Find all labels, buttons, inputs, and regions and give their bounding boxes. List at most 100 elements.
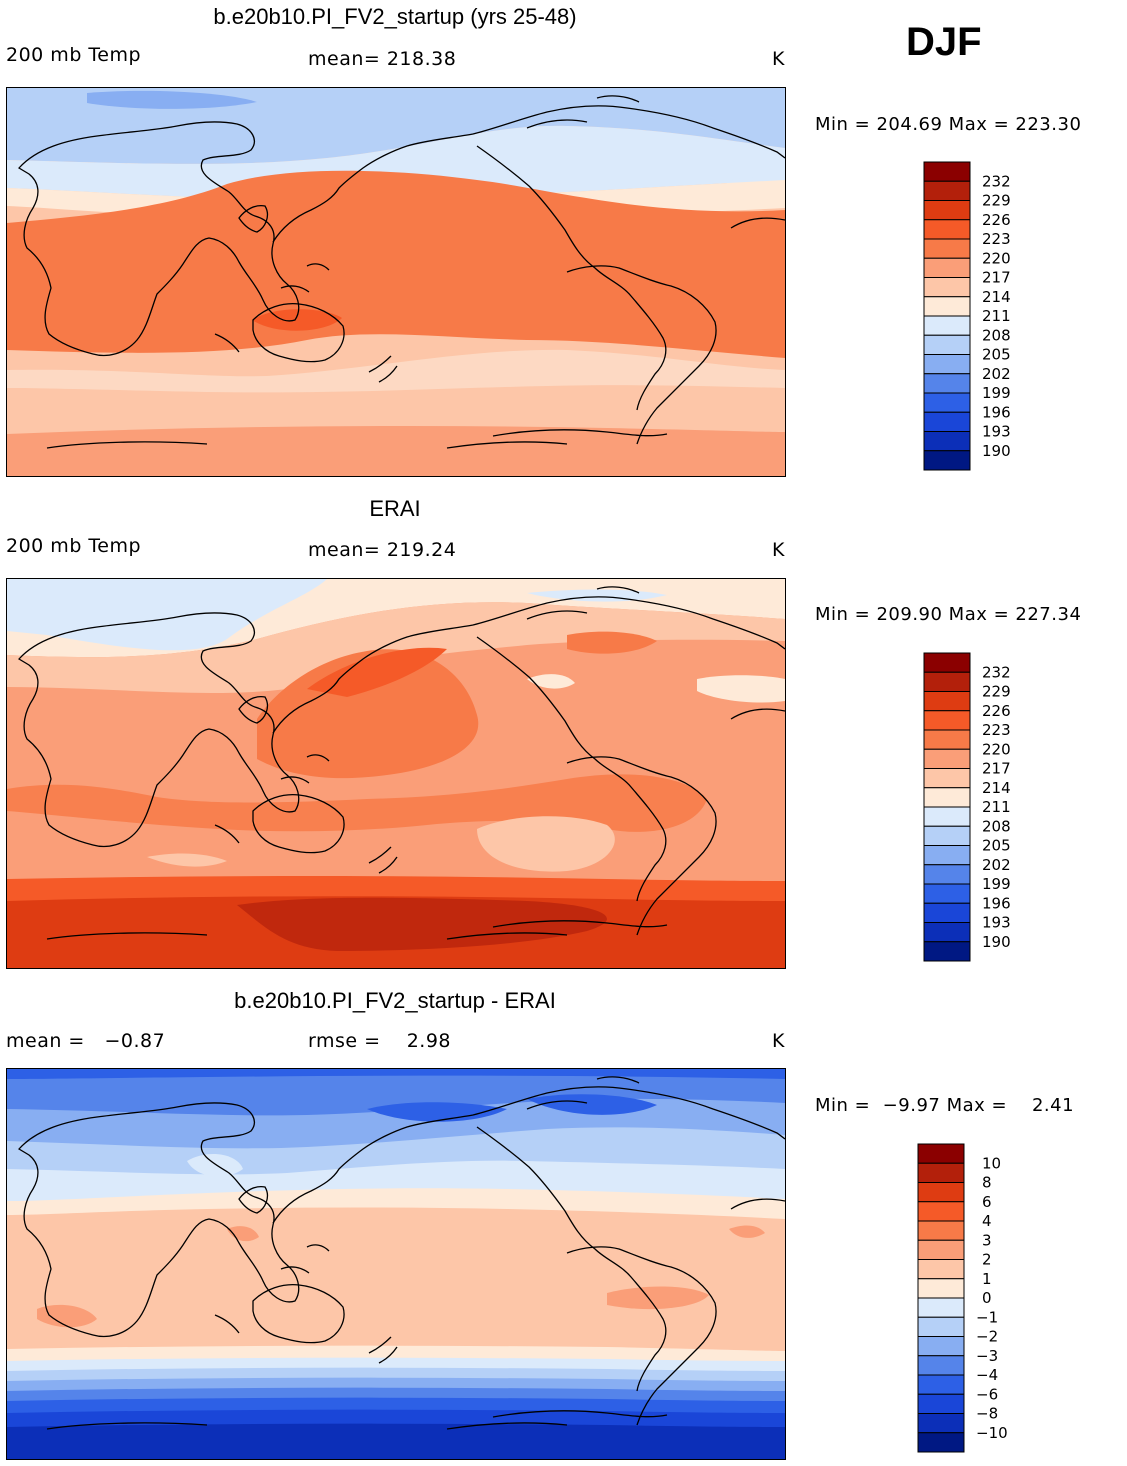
panel1-colorbar-label: 217 (982, 269, 1011, 287)
panel1-minmax: Min = 204.69 Max = 223.30 (815, 114, 1082, 135)
panel2-mean-label: mean= 219.24 (308, 539, 457, 561)
panel3-colorbar-swatch (917, 1278, 965, 1299)
panel2-colorbar-swatch (923, 691, 971, 712)
panel1-colorbar-swatch (923, 180, 971, 201)
panel3-colorbar-swatch (917, 1393, 965, 1414)
panel3-colorbar-swatch (917, 1162, 965, 1183)
panel1-colorbar-swatch (923, 315, 971, 336)
panel1-left-label: 200 mb Temp (6, 44, 142, 66)
panel1-colorbar-swatch (923, 431, 971, 452)
panel2-colorbar-label: 208 (982, 817, 1011, 835)
panel2-colorbar-label: 223 (982, 721, 1011, 739)
panel2-colorbar-svg: 232 229 226 223 220 217 214 211 208 205 … (923, 652, 1011, 962)
panel2-colorbar: 232 229 226 223 220 217 214 211 208 205 … (922, 652, 1032, 969)
panel3-map-canvas (7, 1069, 785, 1459)
panel3-colorbar-label: −8 (976, 1405, 998, 1423)
panel3-colorbar-swatch (917, 1413, 965, 1434)
panel3-colorbar-swatch (917, 1355, 965, 1376)
panel2-colorbar-swatch (923, 864, 971, 885)
panel3-colorbar-swatch (917, 1316, 965, 1337)
panel2-colorbar-label: 193 (982, 914, 1011, 932)
panel1-map (6, 87, 786, 477)
panel2-colorbar-label: 220 (982, 740, 1011, 758)
panel2-colorbar-label: 190 (982, 933, 1011, 951)
panel3-colorbar-swatch (917, 1259, 965, 1280)
panel3-colorbar-swatch (917, 1220, 965, 1241)
panel2-colorbar-swatch (923, 671, 971, 692)
panel2-colorbar-swatch (923, 883, 971, 904)
panel1-colorbar-label: 232 (982, 172, 1011, 190)
panel2-colorbar-label: 196 (982, 894, 1011, 912)
panel1-colorbar-label: 205 (982, 346, 1011, 364)
panel1-colorbar-swatch (923, 354, 971, 375)
panel2-colorbar-label: 202 (982, 856, 1011, 874)
panel1-colorbar-label: 196 (982, 403, 1011, 421)
panel1-colorbar-label: 199 (982, 384, 1011, 402)
panel3-map (6, 1068, 786, 1460)
panel1-units: K (772, 48, 785, 70)
panel1-colorbar-label: 229 (982, 192, 1011, 210)
panel2-colorbar-swatch (923, 845, 971, 866)
panel3-coastlines (17, 1076, 785, 1430)
panel3-colorbar-label: −1 (976, 1308, 998, 1326)
panel3-colorbar-swatch (917, 1143, 965, 1164)
panel2-colorbar-label: 214 (982, 779, 1011, 797)
panel3-units: K (772, 1030, 785, 1052)
panel1-colorbar-label: 214 (982, 288, 1011, 306)
panel2-colorbar-label: 229 (982, 683, 1011, 701)
panel1-colorbar-label: 220 (982, 249, 1011, 267)
panel3-colorbar-swatch (917, 1182, 965, 1203)
panel3-rmse-label: rmse = 2.98 (308, 1030, 451, 1052)
panel3-colorbar-swatch (917, 1432, 965, 1453)
panel2-colorbar-swatch (923, 825, 971, 846)
panel2-map-canvas (7, 579, 785, 968)
panel2-colorbar-swatch (923, 787, 971, 808)
panel1-colorbar-label: 190 (982, 442, 1011, 460)
panel3-colorbar-label: 2 (982, 1251, 992, 1269)
panel2-colorbar-swatch (923, 748, 971, 769)
panel2-colorbar-label: 205 (982, 837, 1011, 855)
panel1-colorbar-swatch (923, 277, 971, 298)
panel1-colorbar-swatch (923, 334, 971, 355)
panel1-colorbar-label: 202 (982, 365, 1011, 383)
panel3-colorbar-label: −6 (976, 1385, 998, 1403)
panel2-colorbar-swatch (923, 729, 971, 750)
panel3-colorbar-label: 6 (982, 1193, 992, 1211)
panel1-mean-label: mean= 218.38 (308, 48, 457, 70)
panel1-colorbar-label: 208 (982, 326, 1011, 344)
panel3-colorbar-swatch (917, 1201, 965, 1222)
panel1-map-canvas (7, 88, 785, 476)
panel2-colorbar-swatch (923, 768, 971, 789)
panel1-title: b.e20b10.PI_FV2_startup (yrs 25-48) (213, 4, 577, 29)
panel2-units: K (772, 539, 785, 561)
panel3-minmax: Min = −9.97 Max = 2.41 (815, 1095, 1075, 1116)
panel3-colorbar-label: −3 (976, 1347, 998, 1365)
panel2-colorbar-label: 211 (982, 798, 1011, 816)
panel2-colorbar-label: 226 (982, 702, 1011, 720)
panel3-colorbar-swatch (917, 1336, 965, 1357)
panel1-colorbar-label: 193 (982, 423, 1011, 441)
panel2-coastlines (17, 586, 785, 940)
panel3-colorbar-label: 3 (982, 1231, 992, 1249)
panel1-colorbar-swatch (923, 373, 971, 394)
panel1-colorbar-swatch (923, 200, 971, 221)
panel2-title: ERAI (369, 496, 421, 521)
panel3-colorbar-swatch (917, 1239, 965, 1260)
panel2-map (6, 578, 786, 969)
panel3-colorbar-swatch (917, 1297, 965, 1318)
panel2-colorbar-swatch (923, 652, 971, 673)
panel1-colorbar-label: 211 (982, 307, 1011, 325)
season-label: DJF (906, 20, 982, 64)
panel3-mean-label: mean = −0.87 (6, 1030, 166, 1052)
panel2-left-label: 200 mb Temp (6, 535, 142, 557)
panel1-colorbar-label: 226 (982, 211, 1011, 229)
panel2-colorbar-swatch (923, 806, 971, 827)
panel3-colorbar: 10 8 6 4 3 2 1 0 −1 −2 −3 −4 −6 −8 −10 (916, 1143, 1026, 1460)
panel3-colorbar-label: −10 (976, 1424, 1008, 1442)
panel2-colorbar-label: 199 (982, 875, 1011, 893)
panel2-minmax: Min = 209.90 Max = 227.34 (815, 604, 1082, 625)
panel1-coastlines (17, 95, 785, 449)
panel3-colorbar-label: 10 (982, 1154, 1001, 1172)
panel1-colorbar-swatch (923, 161, 971, 182)
panel1-colorbar-swatch (923, 296, 971, 317)
